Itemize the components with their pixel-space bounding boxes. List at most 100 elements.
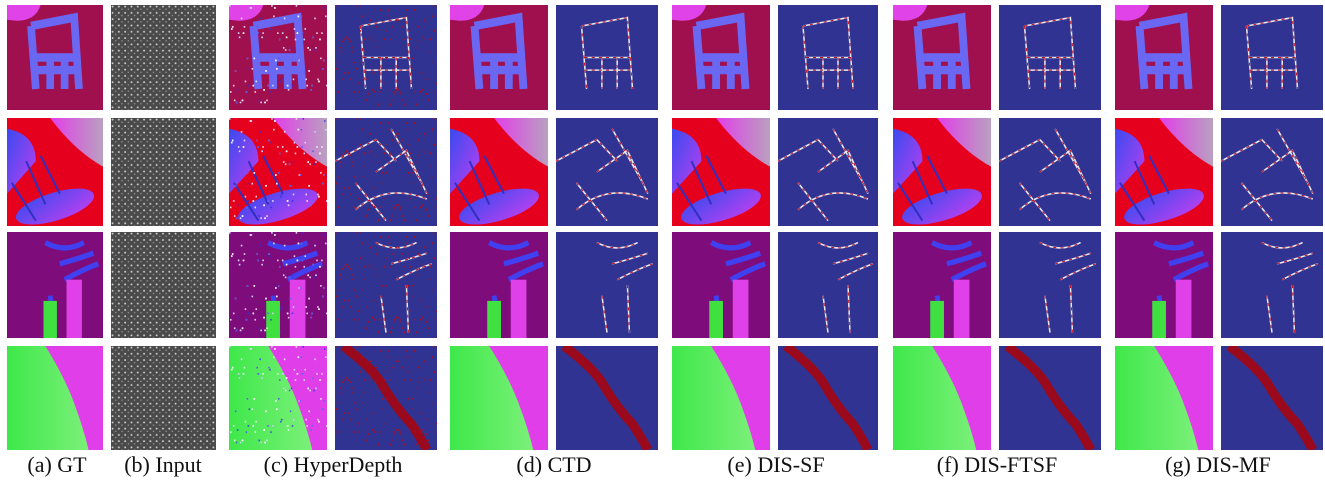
noise (383, 38, 386, 41)
noise (267, 425, 269, 427)
noise (257, 32, 259, 34)
noise (340, 161, 342, 163)
noise (399, 206, 401, 209)
tile (893, 5, 991, 110)
noise (302, 118, 305, 120)
noise (372, 72, 375, 74)
noise (370, 377, 373, 379)
noise (252, 425, 255, 427)
noise (395, 19, 397, 22)
tile (893, 118, 991, 226)
noise (299, 174, 302, 176)
lines (233, 155, 284, 222)
tile (111, 346, 216, 450)
noise (419, 91, 422, 93)
tile (1221, 232, 1323, 338)
noise (383, 152, 386, 155)
noise (359, 30, 361, 32)
noise (311, 312, 313, 315)
noise (299, 59, 302, 62)
noise (429, 38, 432, 41)
noise (285, 36, 288, 39)
noise (258, 99, 260, 102)
noise (256, 139, 259, 142)
region (1159, 118, 1213, 167)
noise (395, 360, 397, 363)
noise (379, 350, 382, 352)
error (561, 346, 652, 450)
noise (398, 133, 400, 135)
region (66, 279, 82, 338)
noise (238, 150, 241, 153)
region (930, 300, 944, 338)
noise (387, 356, 389, 358)
noise (404, 38, 406, 41)
noise (232, 312, 235, 315)
noise (279, 420, 282, 423)
tile (335, 346, 437, 450)
noise (319, 265, 321, 268)
noise (237, 146, 240, 148)
noise (362, 402, 364, 404)
noise (420, 412, 423, 415)
noise (282, 47, 285, 49)
noise (278, 57, 280, 60)
noise (257, 146, 259, 148)
noise (435, 82, 437, 85)
error (1039, 241, 1097, 333)
noise (356, 118, 358, 120)
noise (273, 356, 275, 359)
tile (7, 5, 103, 110)
noise (354, 402, 356, 404)
noise (287, 204, 290, 207)
noise (318, 80, 320, 83)
noise (276, 408, 278, 411)
noise (391, 439, 393, 442)
noise (337, 402, 339, 404)
noise (250, 348, 253, 350)
noise (319, 38, 321, 41)
noise (356, 346, 358, 348)
noise (278, 38, 281, 41)
noise (337, 289, 339, 291)
noise (310, 89, 312, 91)
noise (294, 152, 297, 155)
region (266, 300, 280, 338)
noise (303, 379, 306, 381)
noise (416, 161, 419, 163)
noise (383, 265, 386, 268)
noise (349, 381, 351, 383)
noise (369, 19, 372, 22)
noise (430, 289, 433, 291)
noise (344, 412, 346, 415)
noise (338, 318, 340, 321)
noise (343, 38, 345, 41)
noise (424, 265, 427, 268)
noise (340, 47, 342, 49)
region (7, 128, 36, 194)
noise (409, 379, 411, 381)
noise (406, 15, 408, 17)
noise (347, 72, 349, 74)
noise (249, 120, 252, 122)
noise (324, 120, 326, 122)
noise (234, 410, 237, 413)
noise (294, 379, 297, 381)
noise (352, 391, 354, 394)
noise (232, 425, 235, 427)
noise (302, 5, 305, 7)
noise (229, 346, 231, 348)
noise (392, 139, 394, 142)
noise (403, 331, 405, 334)
noise (234, 297, 237, 300)
noise (360, 232, 362, 234)
noise (396, 316, 398, 319)
noise (336, 182, 338, 185)
tile (335, 118, 437, 226)
noise (366, 306, 369, 308)
noise (347, 187, 349, 189)
noise (262, 32, 264, 34)
noise (432, 118, 435, 120)
noise (311, 200, 313, 202)
noise (314, 358, 316, 361)
